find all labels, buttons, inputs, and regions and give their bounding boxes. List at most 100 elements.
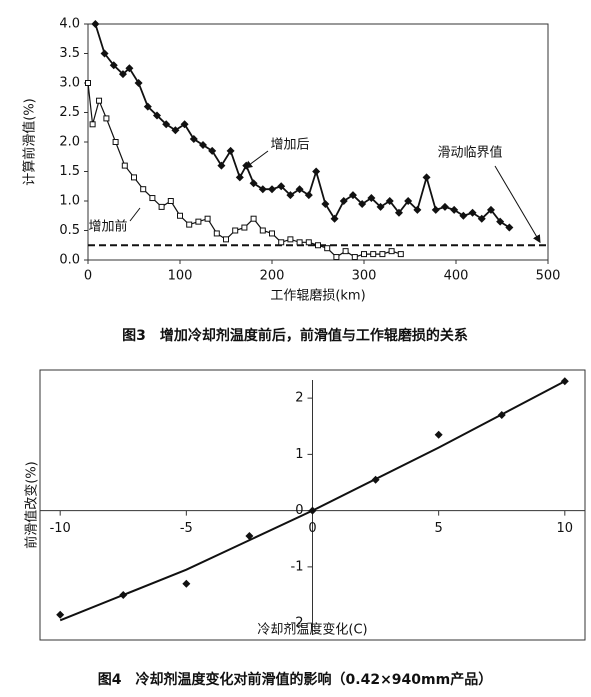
marker <box>109 61 118 70</box>
marker <box>199 140 207 149</box>
marker <box>370 251 377 258</box>
x-tick-label: -5 <box>180 521 193 536</box>
marker <box>268 185 276 194</box>
x-tick-label: 500 <box>536 269 561 284</box>
marker <box>241 224 248 231</box>
marker <box>413 205 422 214</box>
x-tick-label: 0 <box>84 269 92 284</box>
marker <box>296 239 303 246</box>
marker <box>119 591 128 599</box>
caption: 图4 冷却剂温度变化对前滑值的影响（0.42×940mm产品） <box>98 671 492 688</box>
y-tick-label: 0.0 <box>59 253 80 268</box>
marker <box>560 377 569 386</box>
marker <box>422 173 431 182</box>
marker <box>162 120 171 129</box>
marker <box>177 212 183 219</box>
marker <box>204 215 211 222</box>
y-tick-label: 2.0 <box>59 135 80 150</box>
y-axis-label: 前滑值改变(%) <box>24 461 40 549</box>
series-label: 增加后 <box>270 138 309 153</box>
marker <box>250 215 257 222</box>
marker <box>330 214 339 223</box>
marker <box>100 49 109 58</box>
marker <box>131 174 137 181</box>
marker <box>85 80 91 86</box>
y-tick-label: 2 <box>295 391 303 406</box>
arrow <box>494 165 541 244</box>
marker <box>315 242 321 249</box>
x-tick-label: 100 <box>168 269 193 284</box>
marker <box>153 111 161 120</box>
marker <box>269 230 275 237</box>
marker <box>497 411 506 419</box>
marker <box>450 205 459 214</box>
y-tick-label: 0 <box>295 503 303 518</box>
marker <box>376 202 385 211</box>
marker <box>468 208 477 217</box>
x-tick-label: -10 <box>50 521 71 536</box>
series-label: 增加前 <box>88 219 127 235</box>
x-tick-label: 0 <box>308 521 316 536</box>
marker <box>232 227 239 234</box>
marker <box>195 218 202 225</box>
marker <box>235 173 244 182</box>
marker <box>371 475 380 484</box>
marker <box>91 20 100 28</box>
marker <box>385 197 394 205</box>
marker <box>167 198 174 204</box>
marker <box>434 430 443 439</box>
marker <box>96 97 103 104</box>
marker <box>321 199 330 208</box>
marker <box>182 579 191 588</box>
marker <box>397 251 404 258</box>
marker <box>496 217 505 226</box>
x-tick-label: 400 <box>444 269 469 284</box>
marker <box>477 214 486 223</box>
marker <box>259 227 266 234</box>
x-tick-label: 5 <box>435 521 443 536</box>
x-tick-label: 10 <box>557 521 574 536</box>
marker <box>431 205 440 214</box>
plot-frame <box>39 369 586 641</box>
marker <box>404 197 413 205</box>
marker <box>245 531 254 540</box>
marker <box>186 221 193 228</box>
y-tick-label: -1 <box>291 559 304 574</box>
marker <box>121 162 128 169</box>
marker <box>134 79 143 87</box>
marker <box>358 199 367 208</box>
marker <box>342 248 349 255</box>
y-tick-label: 1 <box>295 447 303 462</box>
y-tick-label: 1.5 <box>59 164 80 179</box>
marker <box>118 70 127 79</box>
marker <box>56 610 65 619</box>
marker <box>505 223 514 232</box>
marker <box>258 185 267 194</box>
marker <box>223 236 229 243</box>
marker <box>361 251 367 258</box>
reference-label: 滑动临界值 <box>437 145 502 161</box>
marker <box>278 239 285 246</box>
marker <box>295 185 304 194</box>
marker <box>180 120 189 129</box>
marker <box>379 251 386 258</box>
marker <box>217 161 226 170</box>
y-tick-label: 0.5 <box>59 223 80 238</box>
y-tick-label: -2 <box>291 616 304 631</box>
x-axis-label: 冷却剂温度变化(C) <box>257 622 367 638</box>
marker <box>394 208 403 217</box>
marker <box>367 194 376 203</box>
marker <box>112 139 119 145</box>
marker <box>459 211 468 220</box>
marker <box>304 191 313 200</box>
marker <box>249 179 258 188</box>
marker <box>287 236 294 243</box>
marker <box>486 205 495 214</box>
marker <box>312 167 321 176</box>
marker <box>339 197 348 205</box>
marker <box>158 203 165 210</box>
y-tick-label: 4.0 <box>59 17 80 32</box>
marker <box>149 195 156 202</box>
